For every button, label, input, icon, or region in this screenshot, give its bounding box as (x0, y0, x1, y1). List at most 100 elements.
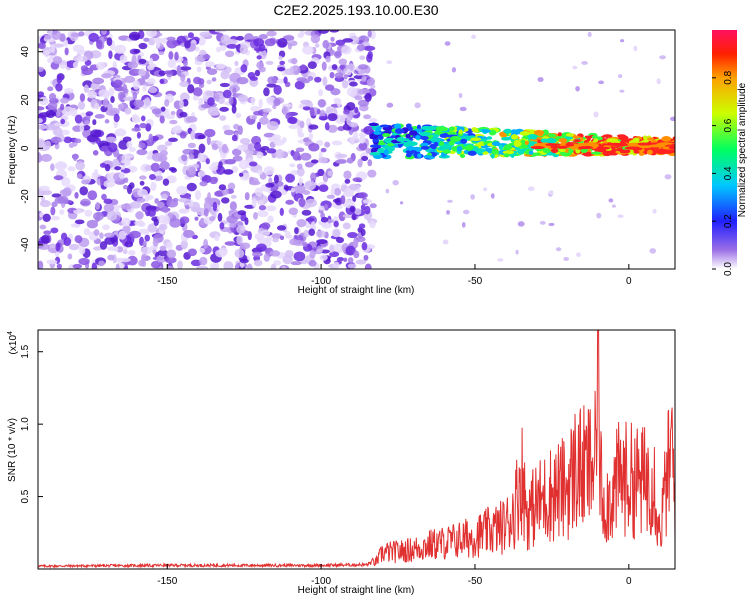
heatmap-cell (67, 253, 73, 260)
heatmap-cell (123, 75, 136, 84)
heatmap-cell (268, 177, 273, 185)
heatmap-cell (279, 207, 284, 217)
heatmap-cell (107, 254, 115, 261)
heatmap-cell (177, 260, 183, 269)
heatmap-cell (364, 263, 372, 269)
heatmap-cell (127, 255, 138, 266)
heatmap-cell (83, 84, 90, 94)
y-tick-label: -20 (20, 189, 31, 204)
heatmap-cell (123, 177, 129, 183)
heatmap-cell (38, 139, 46, 149)
heatmap-cell (364, 92, 372, 103)
heatmap-cell (234, 248, 245, 258)
heatmap-cell (223, 124, 231, 130)
heatmap-cell (102, 98, 109, 108)
heatmap-cell (190, 259, 202, 267)
heatmap-cell (231, 148, 242, 156)
heatmap-cell (178, 99, 184, 109)
heatmap-cell (565, 133, 575, 137)
x-tick-label: -50 (468, 276, 483, 287)
heatmap-cell (209, 263, 217, 269)
heatmap-cell (114, 44, 127, 54)
heatmap-cell (273, 98, 281, 107)
colorbar-gradient (712, 30, 737, 269)
heatmap-cell (38, 152, 42, 163)
heatmap-cell (385, 188, 390, 194)
heatmap-cell (598, 80, 605, 85)
heatmap-cell (300, 152, 312, 161)
heatmap-cell (527, 186, 535, 191)
heatmap-cell (195, 46, 200, 52)
heatmap-cell (394, 128, 405, 134)
heatmap-cell (524, 140, 529, 145)
heatmap-cell (262, 112, 268, 119)
heatmap-cell (355, 259, 367, 265)
heatmap-cell (95, 39, 103, 49)
heatmap-cell (148, 133, 154, 143)
heatmap-cell (114, 85, 125, 92)
heatmap-cell (224, 241, 237, 246)
heatmap-cell (96, 61, 106, 70)
heatmap-cell (446, 210, 450, 215)
heatmap-cell (256, 151, 264, 159)
heatmap-cell (267, 76, 277, 84)
heatmap-cell (159, 115, 165, 124)
heatmap-cell (358, 136, 366, 144)
heatmap-cell (258, 66, 266, 73)
heatmap-cell (101, 193, 107, 201)
snr-multiplier-base: (x10 (8, 335, 19, 355)
heatmap-cell (409, 130, 418, 136)
heatmap-cell (279, 235, 285, 241)
heatmap-cell (220, 44, 227, 51)
colorbar-tick-label: 0.4 (723, 166, 734, 180)
heatmap-cell (257, 200, 264, 206)
heatmap-cell (214, 93, 220, 102)
heatmap-cell (420, 136, 429, 141)
heatmap-cell (497, 258, 504, 262)
heatmap-cell (336, 256, 345, 262)
heatmap-cell (196, 66, 202, 73)
heatmap-cell (334, 72, 344, 79)
heatmap-cell (228, 209, 236, 215)
heatmap-cell (334, 50, 342, 59)
heatmap-cell (138, 142, 146, 149)
heatmap-cell (414, 102, 421, 109)
heatmap-cell (273, 260, 281, 266)
heatmap-cell (156, 38, 161, 49)
heatmap-cell (168, 51, 174, 60)
heatmap-cell (637, 142, 650, 146)
heatmap-cell (324, 141, 331, 148)
heatmap-cell (93, 169, 99, 177)
heatmap-cell (226, 39, 238, 45)
heatmap-cell (197, 152, 205, 162)
colorbar-ticks: 0.0 0.2 0.4 0.6 0.8 (712, 70, 734, 276)
heatmap-cell (142, 84, 147, 92)
snr-x-axis-label: Height of straight line (km) (298, 585, 415, 596)
heatmap-cell (206, 68, 218, 75)
heatmap-cell (426, 125, 437, 131)
heatmap-cell (122, 136, 132, 143)
heatmap-cell (557, 132, 562, 137)
heatmap-cell (593, 111, 599, 118)
heatmap-cell (249, 76, 258, 81)
heatmap-cell (192, 87, 203, 97)
heatmap-cell (104, 232, 115, 238)
heatmap-cell (106, 37, 113, 46)
heatmap-cell (290, 187, 296, 193)
snr-frame (37, 329, 676, 570)
heatmap-cell (41, 195, 46, 203)
heatmap-cell (103, 180, 116, 188)
heatmap-cell (121, 217, 131, 227)
heatmap-cell (331, 64, 338, 70)
heatmap-cell (107, 142, 118, 153)
heatmap-cell (310, 221, 316, 230)
heatmap-cell (357, 158, 363, 168)
heatmap-cell (100, 145, 110, 152)
heatmap-cell (159, 78, 165, 84)
heatmap-cell (55, 242, 61, 252)
heatmap-cell (352, 177, 362, 183)
heatmap-cell (257, 169, 263, 175)
heatmap-cell (415, 135, 421, 140)
heatmap-cell (227, 182, 236, 191)
heatmap-cell (123, 96, 135, 102)
